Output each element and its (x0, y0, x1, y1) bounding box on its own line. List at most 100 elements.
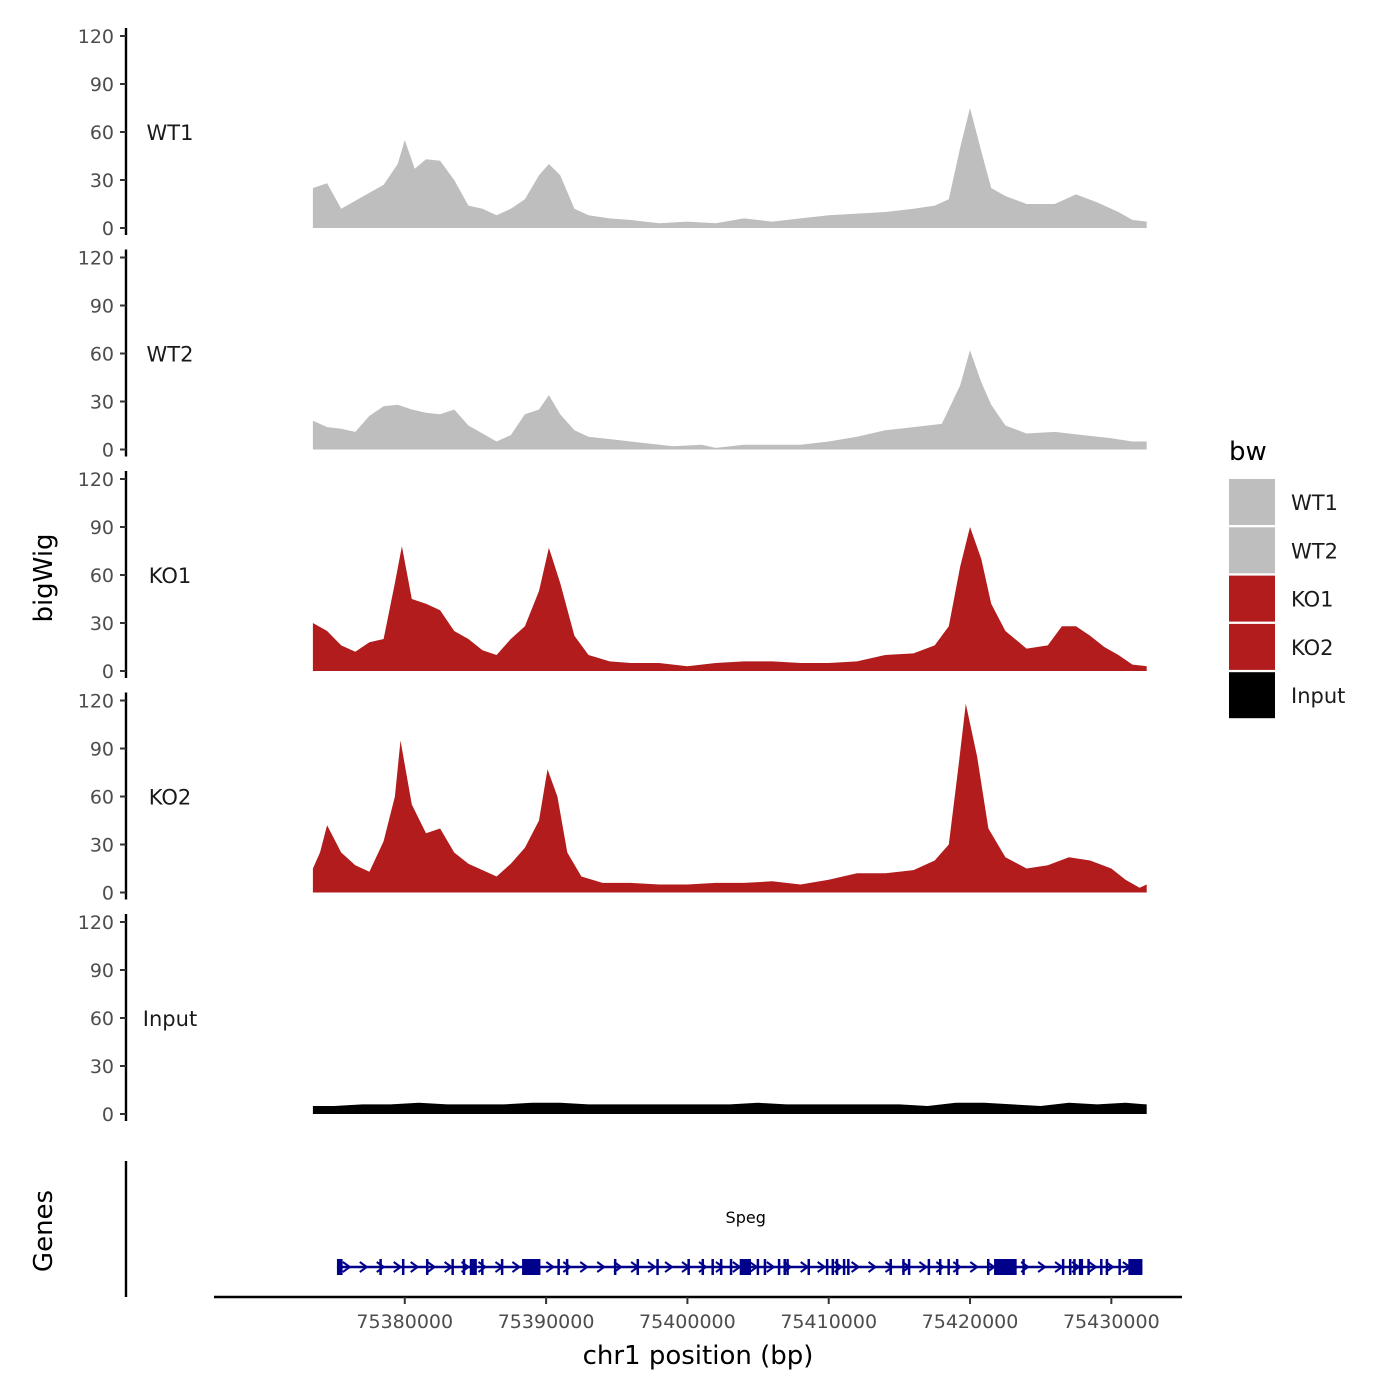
exon (613, 1259, 617, 1275)
y-tick-label: 60 (90, 787, 114, 809)
strand-arrow (359, 1261, 369, 1273)
strand-arrow (850, 1261, 861, 1273)
track-ko2: 0 30 60 90 120 KO2 (78, 691, 1147, 905)
x-tick-label: 75390000 (498, 1311, 595, 1333)
legend-swatch-wt1 (1229, 479, 1275, 525)
exon (783, 1259, 786, 1275)
signal-area-input (312, 1102, 1147, 1114)
exon (522, 1259, 541, 1275)
legend-label-wt1: WT1 (1291, 491, 1338, 515)
strand-arrow (969, 1261, 979, 1273)
strand-arrow (393, 1261, 403, 1273)
exon (847, 1259, 850, 1275)
exon (687, 1259, 690, 1275)
strand-arrow (918, 1261, 929, 1273)
track-wt2: 0 30 60 90 120 WT2 (78, 248, 1147, 462)
strand-arrow (511, 1261, 522, 1273)
exon (1078, 1259, 1084, 1275)
legend-swatch-ko1 (1229, 575, 1275, 622)
exon (927, 1259, 931, 1275)
legend-swatch-ko2 (1229, 623, 1275, 670)
x-tick-label: 75430000 (1063, 1311, 1160, 1333)
exon (831, 1259, 835, 1275)
exon (379, 1259, 382, 1275)
exon (336, 1259, 343, 1275)
genes-axis-title: Genes (29, 1190, 59, 1272)
strand-arrow (817, 1261, 827, 1273)
signal-tracks: 0306090120WT10306090120WT20306090120KO10… (78, 26, 1147, 1126)
exon (729, 1259, 733, 1275)
track-label: KO1 (149, 564, 192, 588)
y-tick-label: 30 (90, 1056, 114, 1078)
exon (777, 1259, 781, 1275)
exon (1068, 1259, 1072, 1275)
strand-arrow (1105, 1261, 1115, 1273)
strand-arrow (664, 1261, 674, 1273)
exon (835, 1259, 839, 1275)
strand-arrow (1037, 1261, 1047, 1273)
exon (711, 1259, 714, 1275)
x-tick-label: 75380000 (356, 1311, 453, 1333)
exon (986, 1259, 990, 1275)
exon (1118, 1259, 1121, 1275)
strand-arrow (579, 1261, 589, 1273)
exon (739, 1259, 751, 1275)
exon (500, 1259, 504, 1275)
exon (656, 1259, 659, 1275)
legend-label-ko2: KO2 (1291, 636, 1334, 660)
y-tick-label: 90 (90, 960, 114, 982)
exon (947, 1259, 950, 1275)
exon (462, 1259, 466, 1275)
y-tick-label: 0 (102, 883, 114, 905)
track-label: KO2 (149, 786, 192, 810)
x-tick-label: 75420000 (922, 1311, 1019, 1333)
y-tick-label: 90 (90, 517, 114, 539)
signal-area-wt1 (312, 108, 1147, 228)
y-tick-label: 120 (78, 912, 114, 934)
exon (889, 1259, 892, 1275)
strand-arrow (410, 1261, 420, 1273)
strand-arrow (613, 1261, 623, 1273)
strand-arrow (867, 1261, 878, 1273)
exon (907, 1259, 911, 1275)
exon (842, 1259, 846, 1275)
strand-arrow (952, 1261, 963, 1273)
exon (1073, 1259, 1076, 1275)
strand-arrow (342, 1261, 352, 1273)
track-ko1: 0 30 60 90 120 KO1 (78, 469, 1147, 683)
x-tick-label: 75410000 (780, 1311, 877, 1333)
y-tick-label: 60 (90, 1008, 114, 1030)
exon (451, 1259, 454, 1275)
exon (425, 1259, 429, 1275)
exon (701, 1259, 705, 1275)
exon (763, 1259, 767, 1275)
y-tick-label: 0 (102, 440, 114, 462)
legend: bw WT1 WT2 KO1 KO2 Input (1229, 437, 1345, 719)
strand-arrow (884, 1261, 895, 1273)
y-tick-label: 0 (102, 661, 114, 683)
exon (1105, 1259, 1109, 1275)
exon (719, 1259, 723, 1275)
genes-panel: Speg (124, 1161, 1143, 1297)
y-tick-label: 90 (90, 296, 114, 318)
y-tick-label: 60 (90, 344, 114, 366)
y-tick-label: 30 (90, 835, 114, 857)
exon (1128, 1259, 1143, 1275)
y-axis-title: bigWig (29, 533, 59, 622)
track-label: Input (143, 1007, 197, 1031)
x-axis: 75380000 75390000 75400000 75410000 75420000… (214, 1295, 1182, 1333)
y-tick-label: 60 (90, 565, 114, 587)
exon (557, 1259, 560, 1275)
y-tick-label: 30 (90, 392, 114, 414)
strand-arrow (698, 1261, 708, 1273)
legend-label-input: Input (1291, 684, 1345, 708)
strand-arrow (647, 1261, 657, 1273)
y-tick-label: 0 (102, 1104, 114, 1126)
strand-arrow (427, 1261, 437, 1273)
y-tick-label: 90 (90, 74, 114, 96)
exon (565, 1259, 569, 1275)
exon (1087, 1259, 1090, 1275)
strand-arrow (477, 1261, 488, 1273)
strand-arrow (596, 1261, 606, 1273)
